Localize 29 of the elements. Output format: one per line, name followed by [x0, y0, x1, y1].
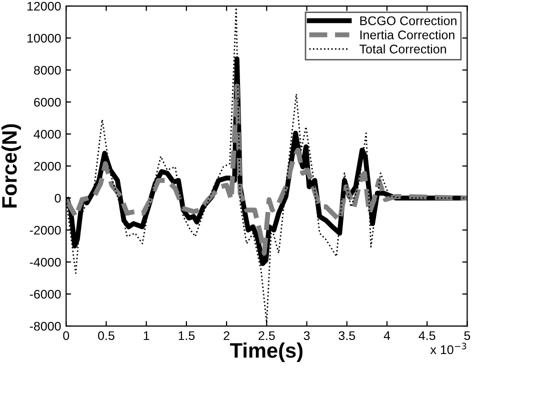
x-tick-label: 3.5 [338, 331, 356, 340]
legend-label: Total Correction [360, 44, 446, 54]
x-tick-label: 0 [63, 331, 70, 340]
text: x 10$^{−3}$ [430, 342, 466, 354]
x-tick-label: 2 [224, 331, 230, 340]
y-axis-title: Force(N) [2, 124, 21, 208]
y-tick-label: 2000 [34, 162, 61, 171]
y-tick-label: 4000 [34, 130, 61, 139]
y-tick-label: 12000 [27, 2, 61, 11]
y-tick-label: 0 [54, 194, 61, 203]
x-tick-label: 4.5 [418, 331, 436, 340]
x-tick-label: 1 [144, 331, 150, 340]
line-series [66, 84, 468, 256]
x-tick-label: 2.5 [258, 331, 275, 340]
x-axis-title: Time(s) [230, 342, 302, 362]
y-tick-label: -8000 [30, 322, 61, 331]
legend-label: BCGO Correction [360, 16, 456, 26]
y-tick-label: -6000 [30, 290, 61, 299]
x-tick-label: 3 [304, 331, 310, 340]
legend-label: Inertia Correction [360, 30, 454, 40]
x-tick-label: 0.5 [98, 331, 114, 340]
x-tick-label: 5 [464, 331, 470, 340]
x-tick-label: 1.5 [178, 331, 195, 340]
y-tick-label: 8000 [34, 66, 61, 75]
y-tick-label: -4000 [30, 258, 61, 267]
x-tick-label: 4 [384, 331, 390, 340]
y-tick-label: -2000 [30, 226, 61, 235]
y-tick-label: 10000 [27, 34, 61, 43]
y-tick-label: 6000 [34, 98, 61, 107]
